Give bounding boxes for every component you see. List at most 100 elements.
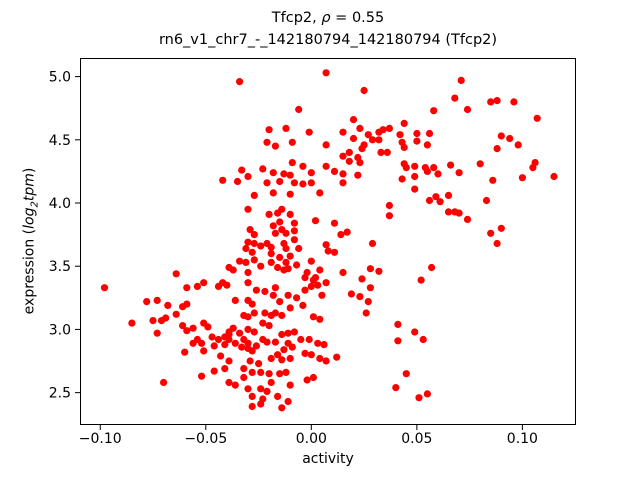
data-point (183, 284, 191, 292)
data-point (286, 381, 294, 389)
y-tick-label: 3.0 (49, 322, 71, 338)
data-point (244, 268, 252, 277)
data-point (447, 161, 455, 169)
data-point (225, 335, 233, 344)
data-point (231, 296, 239, 304)
data-point (297, 335, 305, 344)
data-point (267, 378, 275, 387)
data-point (487, 229, 495, 237)
data-point (379, 126, 387, 134)
data-point (269, 222, 277, 230)
data-point (244, 339, 252, 347)
data-point (282, 229, 290, 237)
data-point (368, 136, 377, 144)
data-point (444, 208, 453, 216)
data-point (164, 301, 172, 309)
data-point (252, 286, 260, 294)
data-point (362, 309, 370, 317)
data-point (375, 267, 383, 275)
data-point (307, 179, 315, 187)
data-point (444, 191, 453, 199)
data-point (282, 124, 290, 132)
data-point (246, 226, 254, 234)
data-point (250, 239, 258, 248)
data-point (322, 162, 330, 170)
data-point (293, 294, 301, 302)
data-point (463, 105, 472, 114)
data-point (301, 286, 309, 294)
data-point (172, 270, 180, 278)
data-point (432, 193, 440, 201)
data-point (394, 320, 402, 328)
data-point (269, 189, 277, 197)
data-point (354, 171, 362, 179)
data-point (290, 179, 298, 187)
data-point (330, 219, 339, 227)
data-point (274, 351, 282, 359)
data-point (257, 262, 265, 270)
data-point (153, 296, 161, 304)
x-tick-label: 0.10 (507, 431, 538, 447)
data-point (223, 281, 231, 289)
data-point (172, 310, 180, 318)
data-point (240, 373, 248, 382)
data-point (290, 328, 298, 336)
data-point (299, 162, 307, 170)
data-point (402, 164, 410, 172)
data-point (358, 275, 366, 283)
data-point (244, 238, 252, 246)
data-point (244, 205, 252, 213)
x-tick-label: 0.00 (296, 431, 327, 447)
data-point (265, 210, 273, 218)
data-point (183, 327, 191, 335)
x-tick-label: −0.10 (79, 431, 122, 447)
data-point (345, 148, 353, 156)
data-point (314, 281, 322, 289)
data-point (244, 313, 252, 321)
data-point (261, 309, 269, 317)
data-point (339, 128, 347, 136)
data-point (267, 354, 275, 363)
data-point (316, 189, 324, 197)
data-point (278, 205, 286, 213)
data-point (240, 365, 248, 373)
data-point (274, 263, 282, 272)
data-point (330, 248, 339, 256)
data-point (396, 131, 404, 139)
data-point (280, 346, 288, 354)
data-point (423, 390, 431, 398)
data-point (339, 268, 347, 277)
data-point (198, 339, 206, 347)
data-point (425, 196, 434, 205)
data-point (356, 159, 364, 167)
data-point (250, 328, 258, 336)
data-point (271, 284, 279, 292)
data-point (299, 301, 307, 309)
data-point (265, 322, 273, 330)
data-point (153, 329, 161, 337)
data-point (339, 152, 347, 160)
data-point (415, 394, 423, 402)
data-point (246, 357, 254, 365)
data-point (330, 167, 339, 175)
data-point (356, 124, 364, 132)
data-point (417, 276, 425, 284)
data-point (257, 368, 265, 376)
data-point (267, 258, 275, 266)
data-point (303, 268, 311, 277)
data-point (430, 107, 438, 115)
data-point (385, 124, 393, 132)
data-point (305, 335, 313, 344)
data-point (316, 266, 324, 274)
data-point (238, 166, 246, 174)
data-point (269, 169, 277, 177)
data-point (307, 351, 315, 359)
data-point (400, 119, 408, 127)
data-point (339, 179, 347, 187)
data-point (229, 266, 237, 274)
data-point (274, 392, 282, 400)
data-point (402, 370, 410, 378)
data-point (493, 145, 501, 153)
